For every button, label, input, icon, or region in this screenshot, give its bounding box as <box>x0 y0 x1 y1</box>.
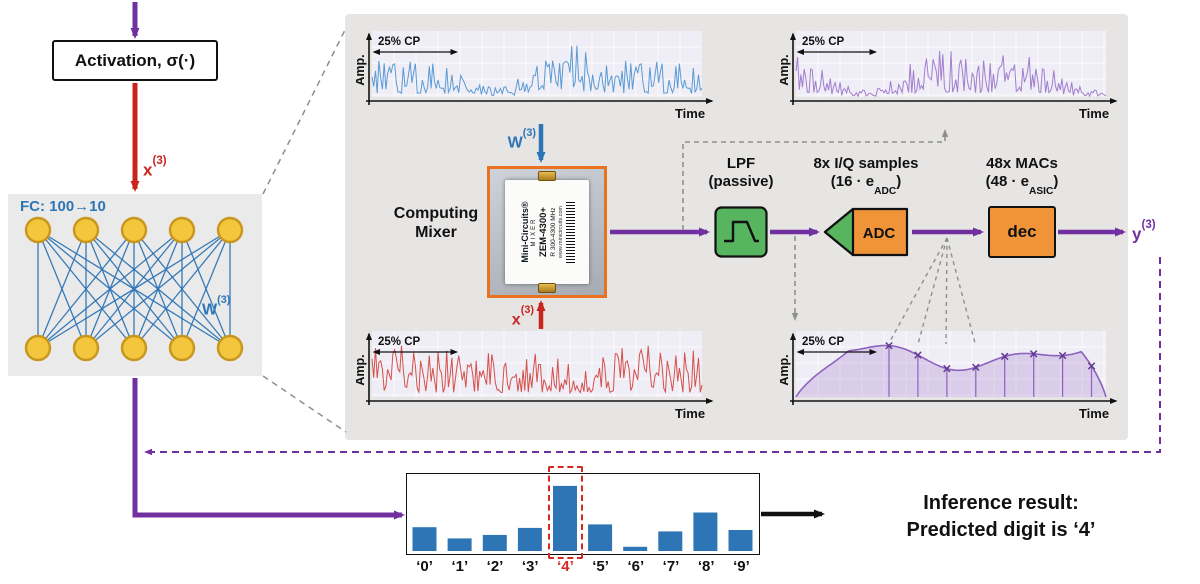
lowpass-filter-icon <box>724 220 759 243</box>
plot-w3-waveform: 25% CP Amp. Time <box>353 31 714 121</box>
w3-signal-plot: 25% CP Amp. Time <box>353 26 720 127</box>
adc-box-label: ADC <box>863 225 896 242</box>
plot-x3-waveform: 25% CP Amp. Time <box>353 331 714 421</box>
svg-text:Time: Time <box>1079 106 1109 121</box>
activation-label: Activation, σ(·) <box>74 50 196 70</box>
dec-title: 48x MACs (48 · eASIC) <box>985 155 1059 197</box>
digit-label-4: ‘4’ <box>557 558 574 575</box>
hist-bar-3 <box>517 527 542 551</box>
digit-label-3: ‘3’ <box>521 558 539 575</box>
plot-mixer-output-waveform: 25% CP Amp. Time <box>777 31 1118 121</box>
svg-text:25% CP: 25% CP <box>802 36 845 48</box>
mixer-caption: Computing Mixer <box>393 205 479 241</box>
sample-probe-lines <box>888 237 976 345</box>
hist-bar-9 <box>728 530 753 551</box>
zoom-guide-bottom <box>262 375 347 433</box>
svg-text:Time: Time <box>1079 406 1109 421</box>
histogram-bars <box>412 485 753 551</box>
fc-layer-label: FC: 100→10 <box>20 198 106 215</box>
inference-result-text: Inference result: Predicted digit is ‘4’ <box>906 492 1096 541</box>
chip-url: www.minicircuits.com <box>557 205 564 259</box>
w3-fc-label: W(3) <box>202 294 231 319</box>
output-flow-arrow <box>132 378 405 520</box>
svg-text:25% CP: 25% CP <box>802 336 845 348</box>
hist-bar-2 <box>482 534 507 551</box>
digit-axis-labels: ‘0’ ‘1’ ‘2’ ‘3’ ‘4’ ‘5’ ‘6’ ‘7’ ‘8’ ‘9’ <box>407 558 759 575</box>
neural-network-graphic <box>24 216 244 362</box>
mixer-output-probe-dashed <box>682 129 949 230</box>
w3-panel-label: W(3) <box>507 127 536 152</box>
hist-bar-4 <box>553 485 577 551</box>
chip-model: ZEM-4300+ <box>537 207 549 257</box>
digit-label-1: ‘1’ <box>451 558 469 575</box>
digit-label-6: ‘6’ <box>627 558 645 575</box>
feedback-dashed-arrow <box>144 257 1161 456</box>
adc-title: 8x I/Q samples (16 · eADC) <box>813 155 919 197</box>
digit-label-5: ‘5’ <box>592 558 609 575</box>
adc-block: ADC <box>823 207 909 257</box>
predicted-class-highlight <box>548 466 583 559</box>
chip-range: R 300-4300 MHz <box>549 207 557 257</box>
hist-bar-6 <box>623 546 648 551</box>
mixer-output-plot: 25% CP Amp. Time <box>777 26 1124 127</box>
sampled-output-plot: 25% CP Amp. Time <box>777 326 1124 427</box>
hist-bar-8 <box>693 512 718 551</box>
x3-label: x(3) <box>143 154 167 180</box>
svg-text:25% CP: 25% CP <box>378 336 421 348</box>
digit-label-2: ‘2’ <box>486 558 504 575</box>
lpf-block <box>714 206 768 258</box>
sma-connector-bottom-icon <box>538 283 556 293</box>
output-histogram <box>406 473 760 555</box>
zoom-guide-top <box>262 27 347 195</box>
lpf-title: LPF (passive) <box>708 155 774 190</box>
y3-label: y(3) <box>1132 218 1156 244</box>
hist-bar-1 <box>447 538 472 551</box>
activation-box: Activation, σ(·) <box>52 40 218 81</box>
dec-block: dec <box>988 206 1056 258</box>
digit-label-8: ‘8’ <box>697 558 715 575</box>
mixer-photo: Mini-Circuits® MIXER ZEM-4300+ R 300-430… <box>487 166 607 298</box>
chip-brand: Mini-Circuits® <box>519 201 530 263</box>
digit-label-9: ‘9’ <box>733 558 750 575</box>
chip-type: MIXER <box>530 217 537 247</box>
digit-label-0: ‘0’ <box>416 558 433 575</box>
plot-sampled-output-waveform: 25% CP Amp. Time <box>777 331 1118 421</box>
svg-text:25% CP: 25% CP <box>378 36 421 48</box>
hist-bar-7 <box>658 531 683 551</box>
svg-text:Amp.: Amp. <box>356 54 367 85</box>
hist-bar-0 <box>412 527 437 551</box>
digit-label-7: ‘7’ <box>662 558 680 575</box>
sma-connector-top-icon <box>538 171 556 181</box>
svg-text:Time: Time <box>675 406 705 421</box>
fc-layer-box: FC: 100→10 <box>8 194 262 376</box>
dec-box-label: dec <box>1007 222 1037 241</box>
x3-panel-label: x(3) <box>511 304 534 329</box>
svg-text:Time: Time <box>675 106 705 121</box>
hist-bar-5 <box>588 524 613 551</box>
svg-text:Amp.: Amp. <box>356 354 367 385</box>
chip-barcode-icon <box>565 201 575 263</box>
mixer-chip-label: Mini-Circuits® MIXER ZEM-4300+ R 300-430… <box>505 180 589 284</box>
x3-signal-plot: 25% CP Amp. Time <box>353 326 720 427</box>
svg-text:Amp.: Amp. <box>780 54 791 85</box>
svg-text:Amp.: Amp. <box>780 354 791 385</box>
